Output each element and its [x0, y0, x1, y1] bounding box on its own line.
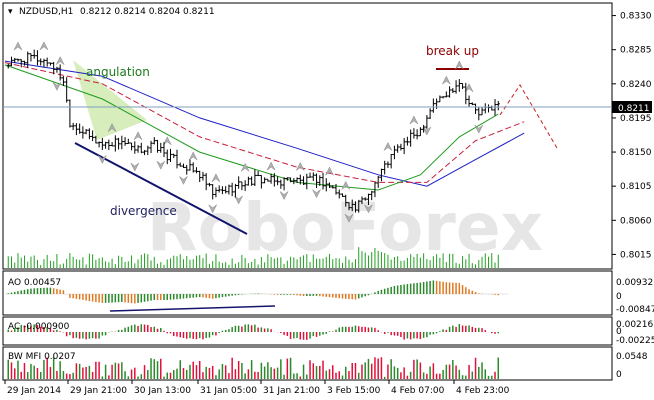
fractal-down-marker — [474, 124, 484, 134]
fractal-down-marker — [279, 191, 289, 201]
ao-tick-top: 0.00932 — [616, 278, 653, 288]
divergence-line-ao — [109, 305, 276, 312]
mfi-pane — [2, 346, 613, 381]
angulation-area — [73, 60, 147, 140]
fractal-down-marker — [52, 82, 62, 91]
header-arrow: ▾ — [8, 7, 13, 17]
watermark: RoboForex — [147, 189, 543, 266]
fractal-down-marker — [98, 155, 107, 165]
fractal-down-marker — [364, 204, 373, 214]
time-tick-label: 4 Feb 07:00 — [391, 386, 445, 396]
fractal-up-marker — [13, 41, 23, 51]
ac-tick-zero: 0 — [616, 327, 622, 337]
fractal-up-marker — [188, 151, 198, 161]
fractal-up-marker — [133, 131, 143, 140]
fractal-up-marker — [409, 115, 419, 125]
alligator-jaw — [4, 60, 525, 187]
fractal-down-marker — [422, 126, 432, 136]
volume-bars — [7, 247, 499, 268]
fractal-up-marker — [296, 161, 305, 171]
main-pane — [2, 2, 613, 270]
current-price-box — [612, 101, 652, 113]
fractal-up-marker — [163, 136, 172, 146]
alligator-lines — [4, 60, 525, 191]
alligator-teeth — [4, 62, 525, 183]
fractal-markers — [13, 41, 484, 223]
fractal-up-marker — [325, 166, 334, 176]
ac-histogram — [7, 324, 500, 340]
fractal-up-marker — [341, 180, 350, 190]
price-tick-label: 0.8105 — [620, 182, 652, 192]
current-price-label: 0.8211 — [618, 104, 650, 114]
time-tick-label: 4 Feb 23:00 — [456, 386, 510, 396]
fractal-up-marker — [240, 162, 250, 172]
ac-tick-top: 0.002167 — [616, 320, 654, 330]
fractal-down-marker — [344, 214, 354, 223]
ac-pane — [2, 316, 613, 346]
price-tick-label: 0.8060 — [620, 216, 652, 226]
ao-label: AO 0.00457 — [8, 278, 61, 288]
time-tick-label: 29 Jan 21:00 — [70, 386, 127, 396]
ao-tick-zero: 0 — [616, 292, 622, 302]
fractal-down-marker — [312, 189, 321, 199]
price-tick-label: 0.8330 — [620, 12, 652, 22]
projection-line — [499, 84, 558, 149]
price-bars — [6, 49, 500, 213]
fractal-up-marker — [442, 75, 451, 85]
divergence-label: divergence — [110, 204, 177, 218]
time-tick-label: 29 Jan 2014 — [7, 386, 61, 396]
time-axis: 29 Jan 2014 29 Jan 21:00 30 Jan 13:00 31 Ja… — [4, 380, 510, 396]
price-tick-label: 0.8195 — [620, 114, 652, 124]
fractal-up-marker — [455, 60, 464, 70]
price-tick-label: 0.8285 — [620, 46, 652, 56]
fractal-up-marker — [39, 41, 49, 51]
fractal-up-marker — [55, 56, 65, 65]
angulation-label: angulation — [86, 65, 150, 79]
ao-pane — [2, 270, 613, 316]
price-tick-label: 0.8015 — [620, 250, 652, 260]
ao-tick-bottom: -0.00847 — [616, 305, 654, 315]
time-tick-label: 3 Feb 15:00 — [327, 386, 381, 396]
ac-label: AC -0.000900 — [8, 322, 70, 332]
mfi-histogram — [7, 357, 500, 379]
alligator-lips — [4, 64, 499, 191]
time-tick-label: 31 Jan 05:00 — [200, 386, 257, 396]
fractal-down-marker — [208, 204, 217, 214]
fractal-down-marker — [179, 176, 188, 185]
price-tick-label: 0.8240 — [620, 80, 652, 90]
fractal-up-marker — [464, 83, 474, 92]
price-tick-label: 0.8150 — [620, 148, 652, 158]
ac-tick-bottom: -0.00225 — [616, 336, 654, 346]
fractal-down-marker — [156, 160, 165, 170]
time-tick-label: 30 Jan 13:00 — [134, 386, 191, 396]
symbol-label: NZDUSD,H1 — [19, 7, 73, 17]
fractal-up-marker — [211, 173, 221, 183]
fractal-up-marker — [107, 123, 117, 132]
fractal-up-marker — [266, 161, 276, 171]
price-axis: 0.8330 0.8285 0.8240 0.8195 0.8150 0.8105 0.80… — [612, 12, 652, 260]
time-tick-label: 31 Jan 21:00 — [263, 386, 320, 396]
mfi-label: BW MFI 0.0207 — [8, 352, 76, 362]
break-up-label: break up — [426, 44, 479, 58]
fractal-down-marker — [234, 195, 243, 205]
ohlc-label: 0.8212 0.8214 0.8204 0.8211 — [80, 7, 215, 17]
mfi-tick-zero: 0 — [616, 370, 622, 380]
ao-histogram — [5, 280, 508, 304]
fractal-down-marker — [130, 162, 140, 172]
fractal-up-marker — [383, 141, 393, 151]
mfi-tick-top: 0.0548 — [616, 352, 648, 362]
